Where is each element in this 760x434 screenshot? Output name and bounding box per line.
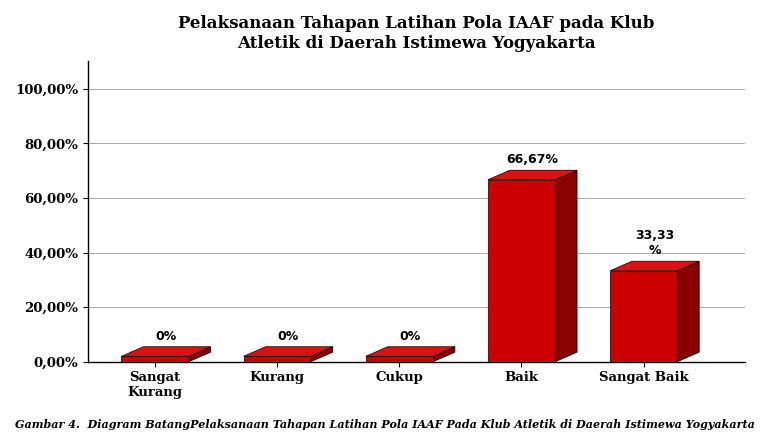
Polygon shape bbox=[311, 347, 333, 362]
Polygon shape bbox=[244, 347, 333, 356]
Text: 0%: 0% bbox=[155, 330, 176, 342]
Bar bbox=[122, 356, 188, 362]
Text: 66,67%: 66,67% bbox=[506, 153, 559, 166]
Polygon shape bbox=[433, 347, 455, 362]
Text: 0%: 0% bbox=[400, 330, 421, 342]
Polygon shape bbox=[366, 347, 455, 356]
Title: Pelaksanaan Tahapan Latihan Pola IAAF pada Klub
Atletik di Daerah Istimewa Yogya: Pelaksanaan Tahapan Latihan Pola IAAF pa… bbox=[179, 15, 654, 52]
Polygon shape bbox=[555, 170, 577, 362]
Polygon shape bbox=[122, 347, 211, 356]
Text: Gambar 4.  Diagram BatangPelaksanaan Tahapan Latihan Pola IAAF Pada Klub Atletik: Gambar 4. Diagram BatangPelaksanaan Taha… bbox=[15, 419, 755, 430]
Bar bbox=[488, 180, 555, 362]
Text: 0%: 0% bbox=[277, 330, 299, 342]
Polygon shape bbox=[610, 261, 699, 271]
Bar bbox=[366, 356, 433, 362]
Text: 33,33
%: 33,33 % bbox=[635, 229, 674, 257]
Polygon shape bbox=[677, 261, 699, 362]
Polygon shape bbox=[488, 170, 577, 180]
Bar bbox=[244, 356, 311, 362]
Polygon shape bbox=[188, 347, 211, 362]
Bar bbox=[610, 271, 677, 362]
